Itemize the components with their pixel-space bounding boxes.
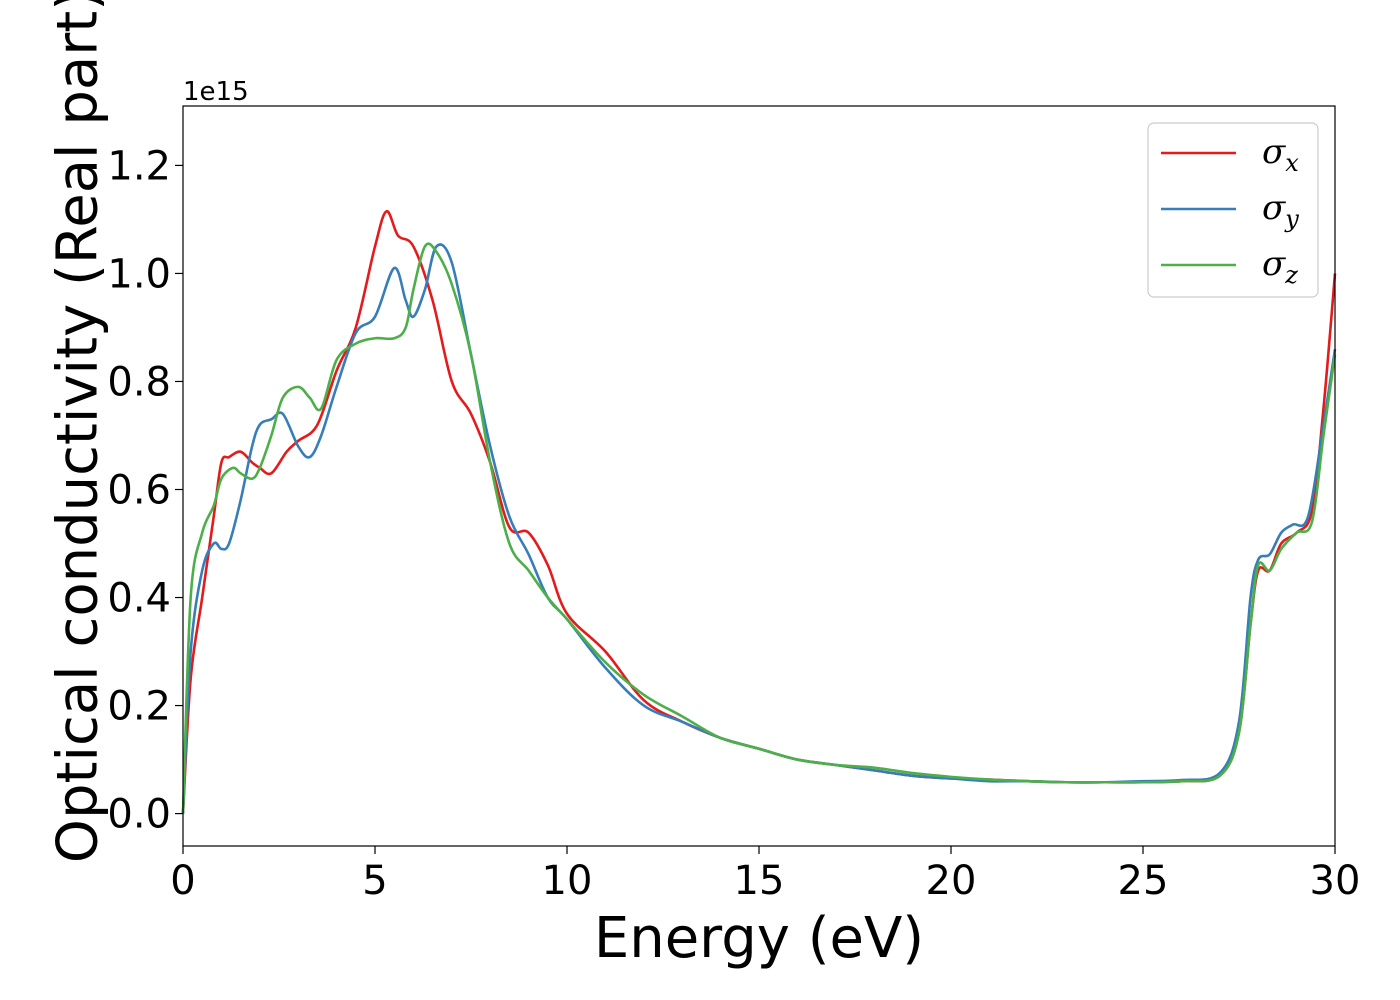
x-axis-label: Energy (eV) [594,906,924,971]
x-tick-label: 30 [1310,858,1361,904]
x-axis-ticks: 0 5 10 15 20 25 30 [170,846,1360,904]
x-tick-label: 25 [1118,858,1169,904]
legend-label-x: σx [1262,132,1299,177]
y-tick-label: 1.0 [107,251,171,297]
y-tick-label: 0.6 [107,468,171,514]
x-tick-label: 20 [926,858,977,904]
x-tick-label: 15 [734,858,785,904]
series-line-z [181,242,1337,814]
legend-label-y: σy [1262,188,1299,233]
y-tick-label: 0.2 [107,684,171,730]
legend: σx σy σz [1147,122,1319,298]
x-tick-label: 5 [362,858,387,904]
y-offset-label: 1e15 [183,77,249,107]
y-tick-label: 0.4 [107,576,171,622]
y-tick-label: 0.8 [107,359,171,405]
y-axis-ticks: 0.0 0.2 0.4 0.6 0.8 1.0 1.2 [107,143,183,838]
y-tick-label: 0.0 [107,792,171,838]
series-line-x [181,210,1337,814]
x-tick-label: 0 [170,858,195,904]
x-tick-label: 10 [542,858,593,904]
y-tick-label: 1.2 [107,143,171,189]
y-axis-label: Optical conductivity (Real part) [46,0,111,863]
series-layer [181,210,1337,814]
legend-label-z: σz [1262,244,1298,289]
